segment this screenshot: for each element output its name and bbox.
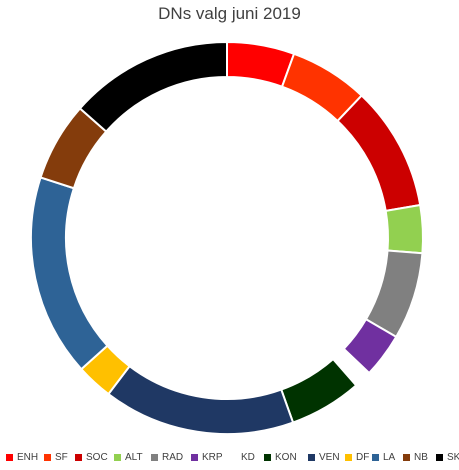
legend-swatch: [114, 453, 121, 461]
legend-item-kon: KON: [264, 449, 297, 465]
legend-swatch: [345, 453, 352, 461]
slice-sk: [78, 40, 228, 133]
legend-label: LA: [383, 451, 396, 463]
legend-item-kd: KD: [230, 449, 255, 465]
legend-swatch: [75, 453, 82, 461]
legend-swatch: [436, 453, 443, 461]
donut-chart: [30, 40, 424, 435]
legend-item-la: LA: [372, 449, 395, 465]
legend-label: KD: [241, 451, 255, 463]
legend-label: RAD: [162, 451, 184, 463]
legend-item-krp: KRP: [191, 449, 223, 465]
legend-item-alt: ALT: [114, 449, 143, 465]
legend-item-sk: SK: [436, 449, 459, 465]
legend-swatch: [191, 453, 198, 461]
legend-item-ven: VEN: [308, 449, 340, 465]
legend-swatch: [403, 453, 410, 461]
legend-label: DF: [356, 451, 370, 463]
slice-soc: [336, 94, 422, 213]
slice-ven: [107, 364, 295, 435]
legend-swatch: [372, 453, 379, 461]
legend-label: ALT: [125, 451, 143, 463]
legend-item-enh: ENH: [6, 449, 38, 465]
legend-item-rad: RAD: [151, 449, 183, 465]
legend-item-df: DF: [345, 449, 369, 465]
chart-legend: ENH SF SOC ALT RAD KRP KD KON VEN DF LA NB SK: [0, 449, 459, 467]
legend-label: SF: [55, 451, 68, 463]
legend-swatch: [230, 453, 237, 461]
slice-alt: [384, 203, 424, 255]
legend-item-nb: NB: [403, 449, 428, 465]
chart-title: DNs valg juni 2019: [158, 4, 301, 23]
legend-label: NB: [414, 451, 428, 463]
legend-item-sf: SF: [44, 449, 68, 465]
legend-swatch: [44, 453, 51, 461]
legend-label: SK: [447, 451, 459, 463]
legend-swatch: [6, 453, 13, 461]
legend-swatch: [264, 453, 271, 461]
legend-label: KON: [275, 451, 297, 463]
legend-label: KRP: [202, 451, 223, 463]
legend-label: SOC: [86, 451, 108, 463]
slice-la: [30, 176, 109, 371]
legend-swatch: [151, 453, 158, 461]
legend-item-soc: SOC: [75, 449, 108, 465]
legend-label: ENH: [17, 451, 39, 463]
legend-swatch: [308, 453, 315, 461]
legend-label: VEN: [319, 451, 340, 463]
